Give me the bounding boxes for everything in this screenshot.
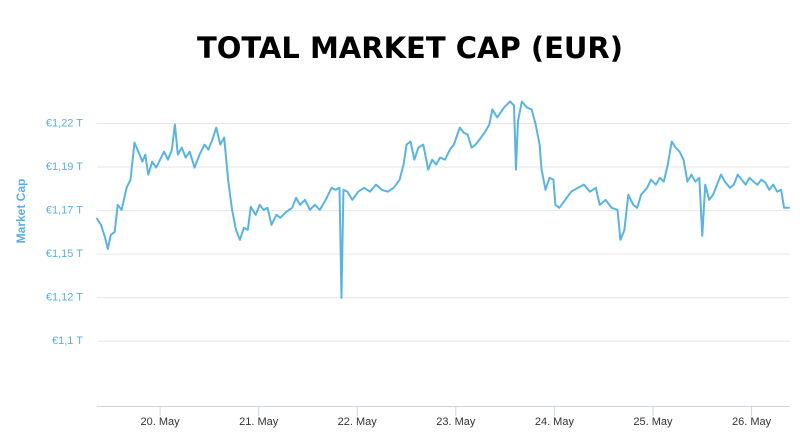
x-tick-label: 23. May [436,416,476,428]
y-tick-label: €1,12 T [46,292,83,304]
x-tick-label: 24. May [535,416,575,428]
y-tick-label: €1,15 T [46,248,83,260]
data-line [96,100,791,300]
y-axis-label: Market Cap [14,179,28,244]
y-tick-label: €1,1 T [52,335,83,347]
axes: €1,1 T €1,12 T €1,15 T €1,17 T €1,19 T €1,22 … [46,117,790,428]
y-tick-label: €1,22 T [46,117,83,129]
y-tick-label: €1,19 T [46,161,83,173]
x-tick-label: 25. May [633,416,673,428]
x-tick-label: 22. May [338,416,378,428]
x-tick-label: 20. May [141,416,181,428]
chart-title: TOTAL MARKET CAP (EUR) [197,31,623,65]
y-tick-label: €1,17 T [46,204,83,216]
grid [97,123,790,342]
x-tick-label: 21. May [239,416,279,428]
plot [96,100,791,300]
x-tick-label: 26. May [732,416,772,428]
